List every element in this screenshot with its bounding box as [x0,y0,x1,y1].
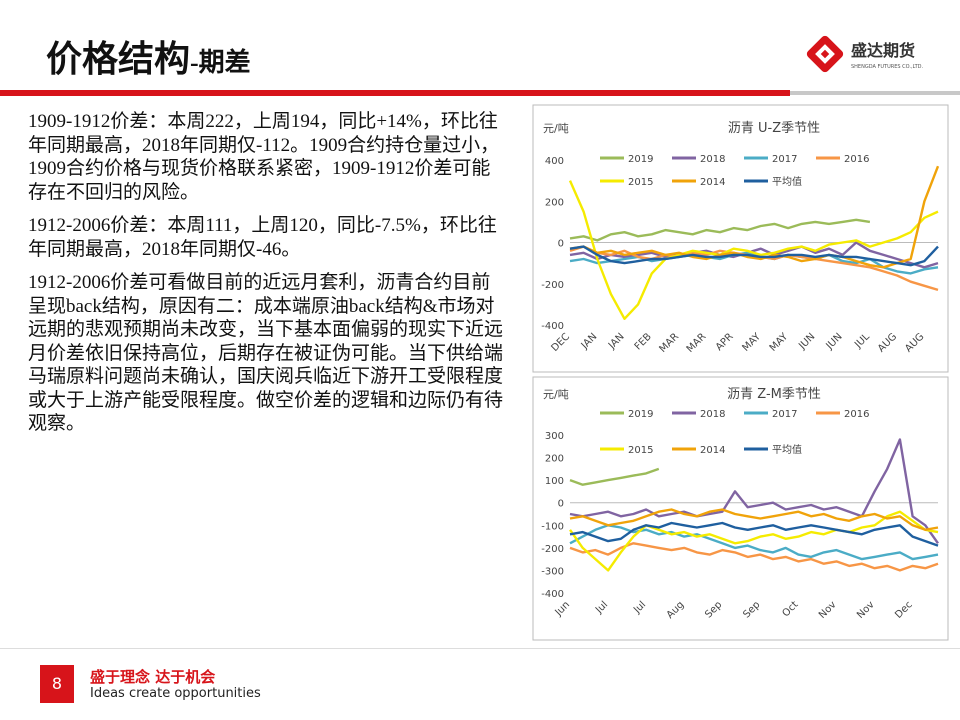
x-tick-label: Sep [741,599,762,620]
page-number: 8 [40,665,74,703]
header-bar-gray [790,91,960,95]
legend-label: 平均值 [772,175,802,188]
x-tick-label: Jul [631,599,648,616]
chart-title: 沥青 U-Z季节性 [728,121,820,136]
legend-label: 2017 [772,409,797,420]
legend-label: 2018 [700,154,725,165]
y-tick-label: 300 [545,431,564,442]
legend-label: 2018 [700,409,725,420]
body-text: 1909-1912价差：本周222，上周194，同比+14%，环比往年同期最高，… [28,110,506,446]
x-tick-label: MAR [658,331,682,355]
y-tick-label: 0 [558,239,564,250]
title-sub: -期差 [190,48,251,77]
x-tick-label: JUN [824,331,845,352]
x-tick-label: DEC [549,331,572,354]
legend-label: 2015 [628,177,653,188]
series-line [568,180,939,320]
slogan-english: Ideas create opportunities [90,686,261,701]
paragraph: 1912-2006价差可看做目前的近远月套利，沥青合约目前呈现back结构，原因… [28,272,504,434]
chart-frame [532,376,949,641]
logo: 盛达期货 SHENGDA FUTURES CO.,LTD. [806,35,924,73]
x-tick-label: Nov [855,599,877,621]
legend-label: 2017 [772,154,797,165]
legend-label: 平均值 [772,443,802,456]
slogan: 盛于理念 达于机会 [90,666,215,687]
x-tick-label: Jun [553,599,573,619]
x-tick-label: Jul [593,599,610,616]
x-tick-label: JUL [852,331,872,351]
legend-label: 2015 [628,445,653,456]
y-axis-label: 元/吨 [543,122,569,135]
legend-label: 2014 [700,445,725,456]
series-line [569,510,939,572]
x-tick-label: FEB [633,331,654,352]
y-tick-label: -400 [541,589,564,600]
paragraph: 1909-1912价差：本周222，上周194，同比+14%，环比往年同期最高，… [28,111,500,203]
legend-label: 2016 [844,154,869,165]
legend-label: 2019 [628,409,653,420]
series-line [569,241,939,269]
series-line [569,218,871,242]
series-line [569,467,660,486]
slogan-a: 盛于理念 [90,668,151,686]
y-tick-label: 0 [558,499,564,510]
x-tick-label: Dec [893,599,914,620]
x-tick-label: JAN [579,331,600,352]
logo-name: 盛达期货 [851,41,915,60]
series-line [569,251,939,275]
x-tick-label: JUN [796,331,817,352]
series-line [569,165,940,269]
chart-title: 沥青 Z-M季节性 [727,387,821,402]
series-line [569,438,939,544]
title-main: 价格结构 [46,39,191,80]
y-tick-label: -200 [541,280,564,291]
series-line [569,508,939,531]
y-tick-label: 100 [545,476,564,487]
y-tick-label: -200 [541,544,564,555]
y-tick-label: 200 [545,197,564,208]
y-tick-label: -100 [541,521,564,532]
series-line [569,542,939,572]
x-tick-label: Nov [817,599,839,621]
slogan-b: 达于机会 [155,668,216,686]
legend-label: 2016 [844,409,869,420]
header-bar [0,90,790,96]
footer-line [0,648,960,649]
y-axis-label: 元/吨 [543,388,569,401]
x-tick-label: MAY [768,331,791,354]
y-tick-label: 200 [545,454,564,465]
x-tick-label: Aug [665,599,687,621]
series-line [569,245,939,292]
x-tick-label: Sep [703,599,724,620]
x-tick-label: APR [714,331,736,353]
series-line [569,521,939,547]
x-tick-label: JAN [606,331,627,352]
x-tick-label: MAR [685,331,709,355]
logo-mark [806,35,844,73]
y-tick-label: 400 [545,156,564,167]
series-line [569,245,939,267]
legend-label: 2019 [628,154,653,165]
paragraph: 1912-2006价差：本周111，上周120，同比-7.5%，环比往年同期最高… [28,215,497,260]
logo-english: SHENGDA FUTURES CO.,LTD. [851,64,924,70]
legend-label: 2014 [700,177,725,188]
x-tick-label: AUG [876,331,899,354]
y-tick-label: -300 [541,566,564,577]
y-tick-label: -400 [541,321,564,332]
slide-title: 价格结构-期差 [46,30,251,82]
chart-frame [532,104,949,373]
x-tick-label: Oct [781,599,801,619]
x-tick-label: AUG [903,331,926,354]
x-tick-label: MAY [740,331,763,354]
series-line [569,524,939,561]
